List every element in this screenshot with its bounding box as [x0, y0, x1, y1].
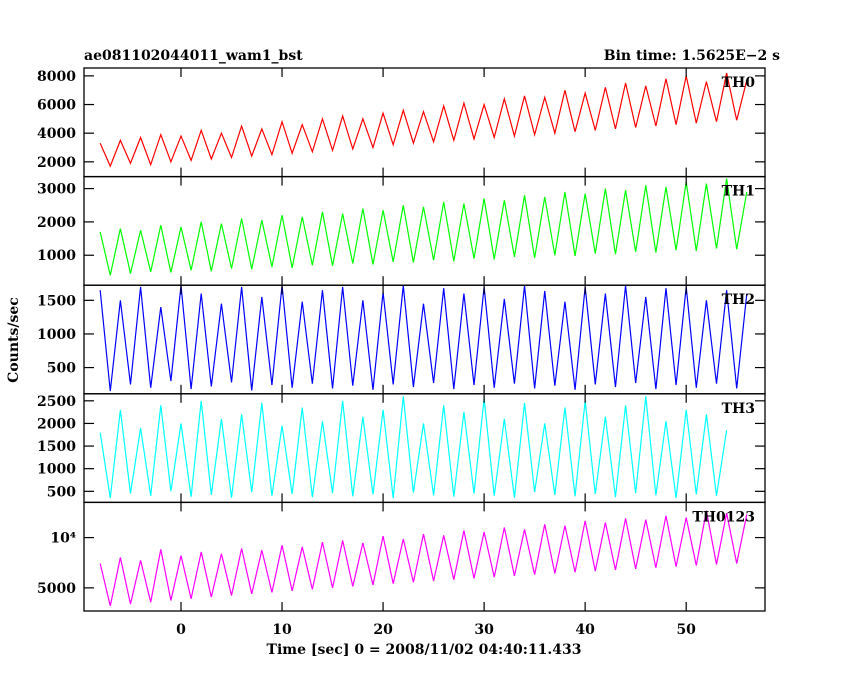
panel-frame	[83, 67, 766, 178]
y-axis-label: Counts/sec	[6, 297, 22, 383]
panel-label: TH0	[722, 75, 756, 91]
y-tick-label: 2500	[37, 394, 76, 410]
data-line	[99, 72, 748, 168]
y-tick-label: 2000	[37, 416, 76, 432]
panel-label: TH0123	[692, 509, 755, 525]
chart-subtitle: Bin time: 1.5625E−2 s	[604, 48, 780, 64]
panel-label: TH3	[722, 401, 755, 417]
y-tick-label: 2000	[37, 155, 76, 171]
y-tick-label: 4000	[37, 126, 76, 142]
y-tick-label: 1500	[37, 439, 76, 455]
panel-label: TH1	[722, 184, 755, 200]
data-line	[99, 510, 748, 607]
x-tick-label: 0	[176, 622, 186, 638]
x-tick-label: 50	[676, 622, 696, 638]
panel-frame	[83, 501, 766, 612]
x-tick-label: 30	[474, 622, 494, 638]
y-tick-label: 1500	[37, 293, 76, 309]
y-tick-label: 500	[47, 484, 76, 500]
y-tick-label: 3000	[37, 182, 76, 198]
panel-frame	[83, 175, 766, 286]
x-tick-label: 40	[575, 622, 595, 638]
data-line	[99, 285, 748, 392]
y-tick-label: 1000	[37, 462, 76, 478]
data-line	[99, 396, 728, 499]
y-tick-label: 8000	[37, 69, 76, 85]
chart-title: ae081102044011_wam1_bst	[84, 48, 303, 64]
y-tick-label: 2000	[37, 215, 76, 231]
y-tick-label: 1000	[37, 327, 76, 343]
y-tick-label: 6000	[37, 98, 76, 114]
y-tick-label: 10⁴	[50, 531, 76, 547]
x-tick-label: 20	[373, 622, 393, 638]
y-tick-label: 5000	[37, 581, 76, 597]
panel-label: TH2	[722, 292, 755, 308]
x-axis-label: Time [sec] 0 = 2008/11/02 04:40:11.433	[267, 642, 582, 658]
y-tick-label: 500	[47, 361, 76, 377]
x-tick-label: 10	[272, 622, 292, 638]
data-line	[99, 178, 748, 276]
y-tick-label: 1000	[37, 248, 76, 264]
